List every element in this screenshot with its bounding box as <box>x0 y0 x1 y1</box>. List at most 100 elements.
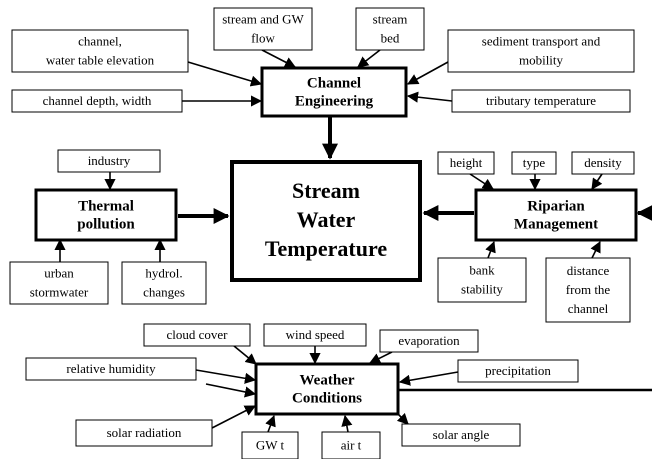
factor-label: distance <box>567 263 610 278</box>
factor-label: solar angle <box>433 427 490 442</box>
hub: Weather Conditions <box>254 362 400 416</box>
factor: stream bed <box>355 7 425 51</box>
arrow <box>211 405 256 429</box>
arrow <box>485 240 496 259</box>
factor-label: relative humidity <box>66 361 156 376</box>
hub-box <box>254 362 400 416</box>
factor-label: hydrol. <box>145 265 182 280</box>
factor-label: height <box>450 155 483 170</box>
hub-label: Thermal <box>78 198 134 214</box>
factor-label: tributary temperature <box>486 93 596 108</box>
hub-label: Channel <box>307 75 361 91</box>
factor-box <box>57 149 161 173</box>
hub-label: pollution <box>77 216 135 232</box>
factor-label: water table elevation <box>46 52 155 67</box>
center: Stream Water Temperature <box>230 160 422 282</box>
hub-label: Conditions <box>292 390 362 406</box>
factor-label: stream <box>373 11 408 26</box>
factor: tributary temperature <box>451 89 631 113</box>
factor: stream and GW flow <box>213 7 313 51</box>
factor: solar radiation <box>75 419 213 447</box>
factor-label: flow <box>251 30 275 45</box>
arrow <box>591 173 603 190</box>
arrow <box>265 414 276 433</box>
center-box <box>230 160 422 282</box>
factor: GW t <box>241 431 299 459</box>
factor: density <box>571 151 635 175</box>
arrow <box>469 173 494 190</box>
arrow <box>195 369 257 384</box>
factor-box <box>9 261 109 305</box>
arrow <box>368 351 393 364</box>
center-label: Temperature <box>265 236 387 261</box>
arrow <box>357 49 381 68</box>
factor-label: wind speed <box>286 327 345 342</box>
factor-box <box>437 257 527 303</box>
factor-box <box>11 89 183 113</box>
factor-box <box>355 7 425 51</box>
hub-label: Weather <box>300 372 355 388</box>
hub: Thermal pollution <box>34 188 178 242</box>
arrow <box>407 61 449 85</box>
factor: air t <box>321 431 381 459</box>
factor-box <box>451 89 631 113</box>
hub-label: Management <box>514 216 598 232</box>
factor-label: precipitation <box>485 363 551 378</box>
factor-label: bed <box>381 30 400 45</box>
hub-label: Engineering <box>295 93 374 109</box>
factor: urban stormwater <box>9 261 109 305</box>
arrow <box>341 414 353 433</box>
factor-label: from the <box>566 282 611 297</box>
hub-box <box>34 188 178 242</box>
factor: channel, water table elevation <box>11 29 189 73</box>
factor-label: evaporation <box>398 333 460 348</box>
factor-box <box>545 257 631 323</box>
factor-box <box>143 323 251 347</box>
factor-box <box>379 329 479 353</box>
factor: industry <box>57 149 161 173</box>
arrow <box>233 345 257 365</box>
factor-box <box>457 359 579 383</box>
factor-label: bank <box>469 262 495 277</box>
factor-box <box>11 29 189 73</box>
factor-label: solar radiation <box>107 425 182 440</box>
hub-box <box>474 188 638 242</box>
factor-box <box>321 431 381 459</box>
factor-label: GW t <box>256 437 285 452</box>
factor-box <box>121 261 207 305</box>
factor-label: mobility <box>519 52 564 67</box>
factor-label: urban <box>44 265 74 280</box>
factor: height <box>437 151 495 175</box>
factor: sediment transport and mobility <box>447 29 635 73</box>
arrow <box>187 61 263 87</box>
factor-label: type <box>523 155 546 170</box>
factor-label: cloud cover <box>166 327 228 342</box>
factor: channel depth, width <box>11 89 183 113</box>
center-label: Stream <box>292 178 360 203</box>
factor: hydrol. changes <box>121 261 207 305</box>
factor-box <box>401 423 521 447</box>
factor: type <box>511 151 557 175</box>
factor-box <box>437 151 495 175</box>
factor-box <box>511 151 557 175</box>
factor-label: channel depth, width <box>43 93 152 108</box>
arrow <box>396 412 409 425</box>
arrow <box>590 240 601 259</box>
factor-box <box>571 151 635 175</box>
factor-label: air t <box>341 437 362 452</box>
factor: wind speed <box>263 323 367 347</box>
factor-box <box>75 419 213 447</box>
factor-label: stormwater <box>30 284 89 299</box>
hub: Channel Engineering <box>260 66 408 118</box>
factor-box <box>241 431 299 459</box>
factor-label: channel, <box>78 33 122 48</box>
factor: distance from the channel <box>545 257 631 323</box>
factor-label: industry <box>88 153 131 168</box>
factor: solar angle <box>401 423 521 447</box>
factor-label: stream and GW <box>222 11 304 26</box>
factor: precipitation <box>457 359 579 383</box>
arrow <box>406 91 453 103</box>
factor-box <box>263 323 367 347</box>
arrow <box>205 383 257 398</box>
